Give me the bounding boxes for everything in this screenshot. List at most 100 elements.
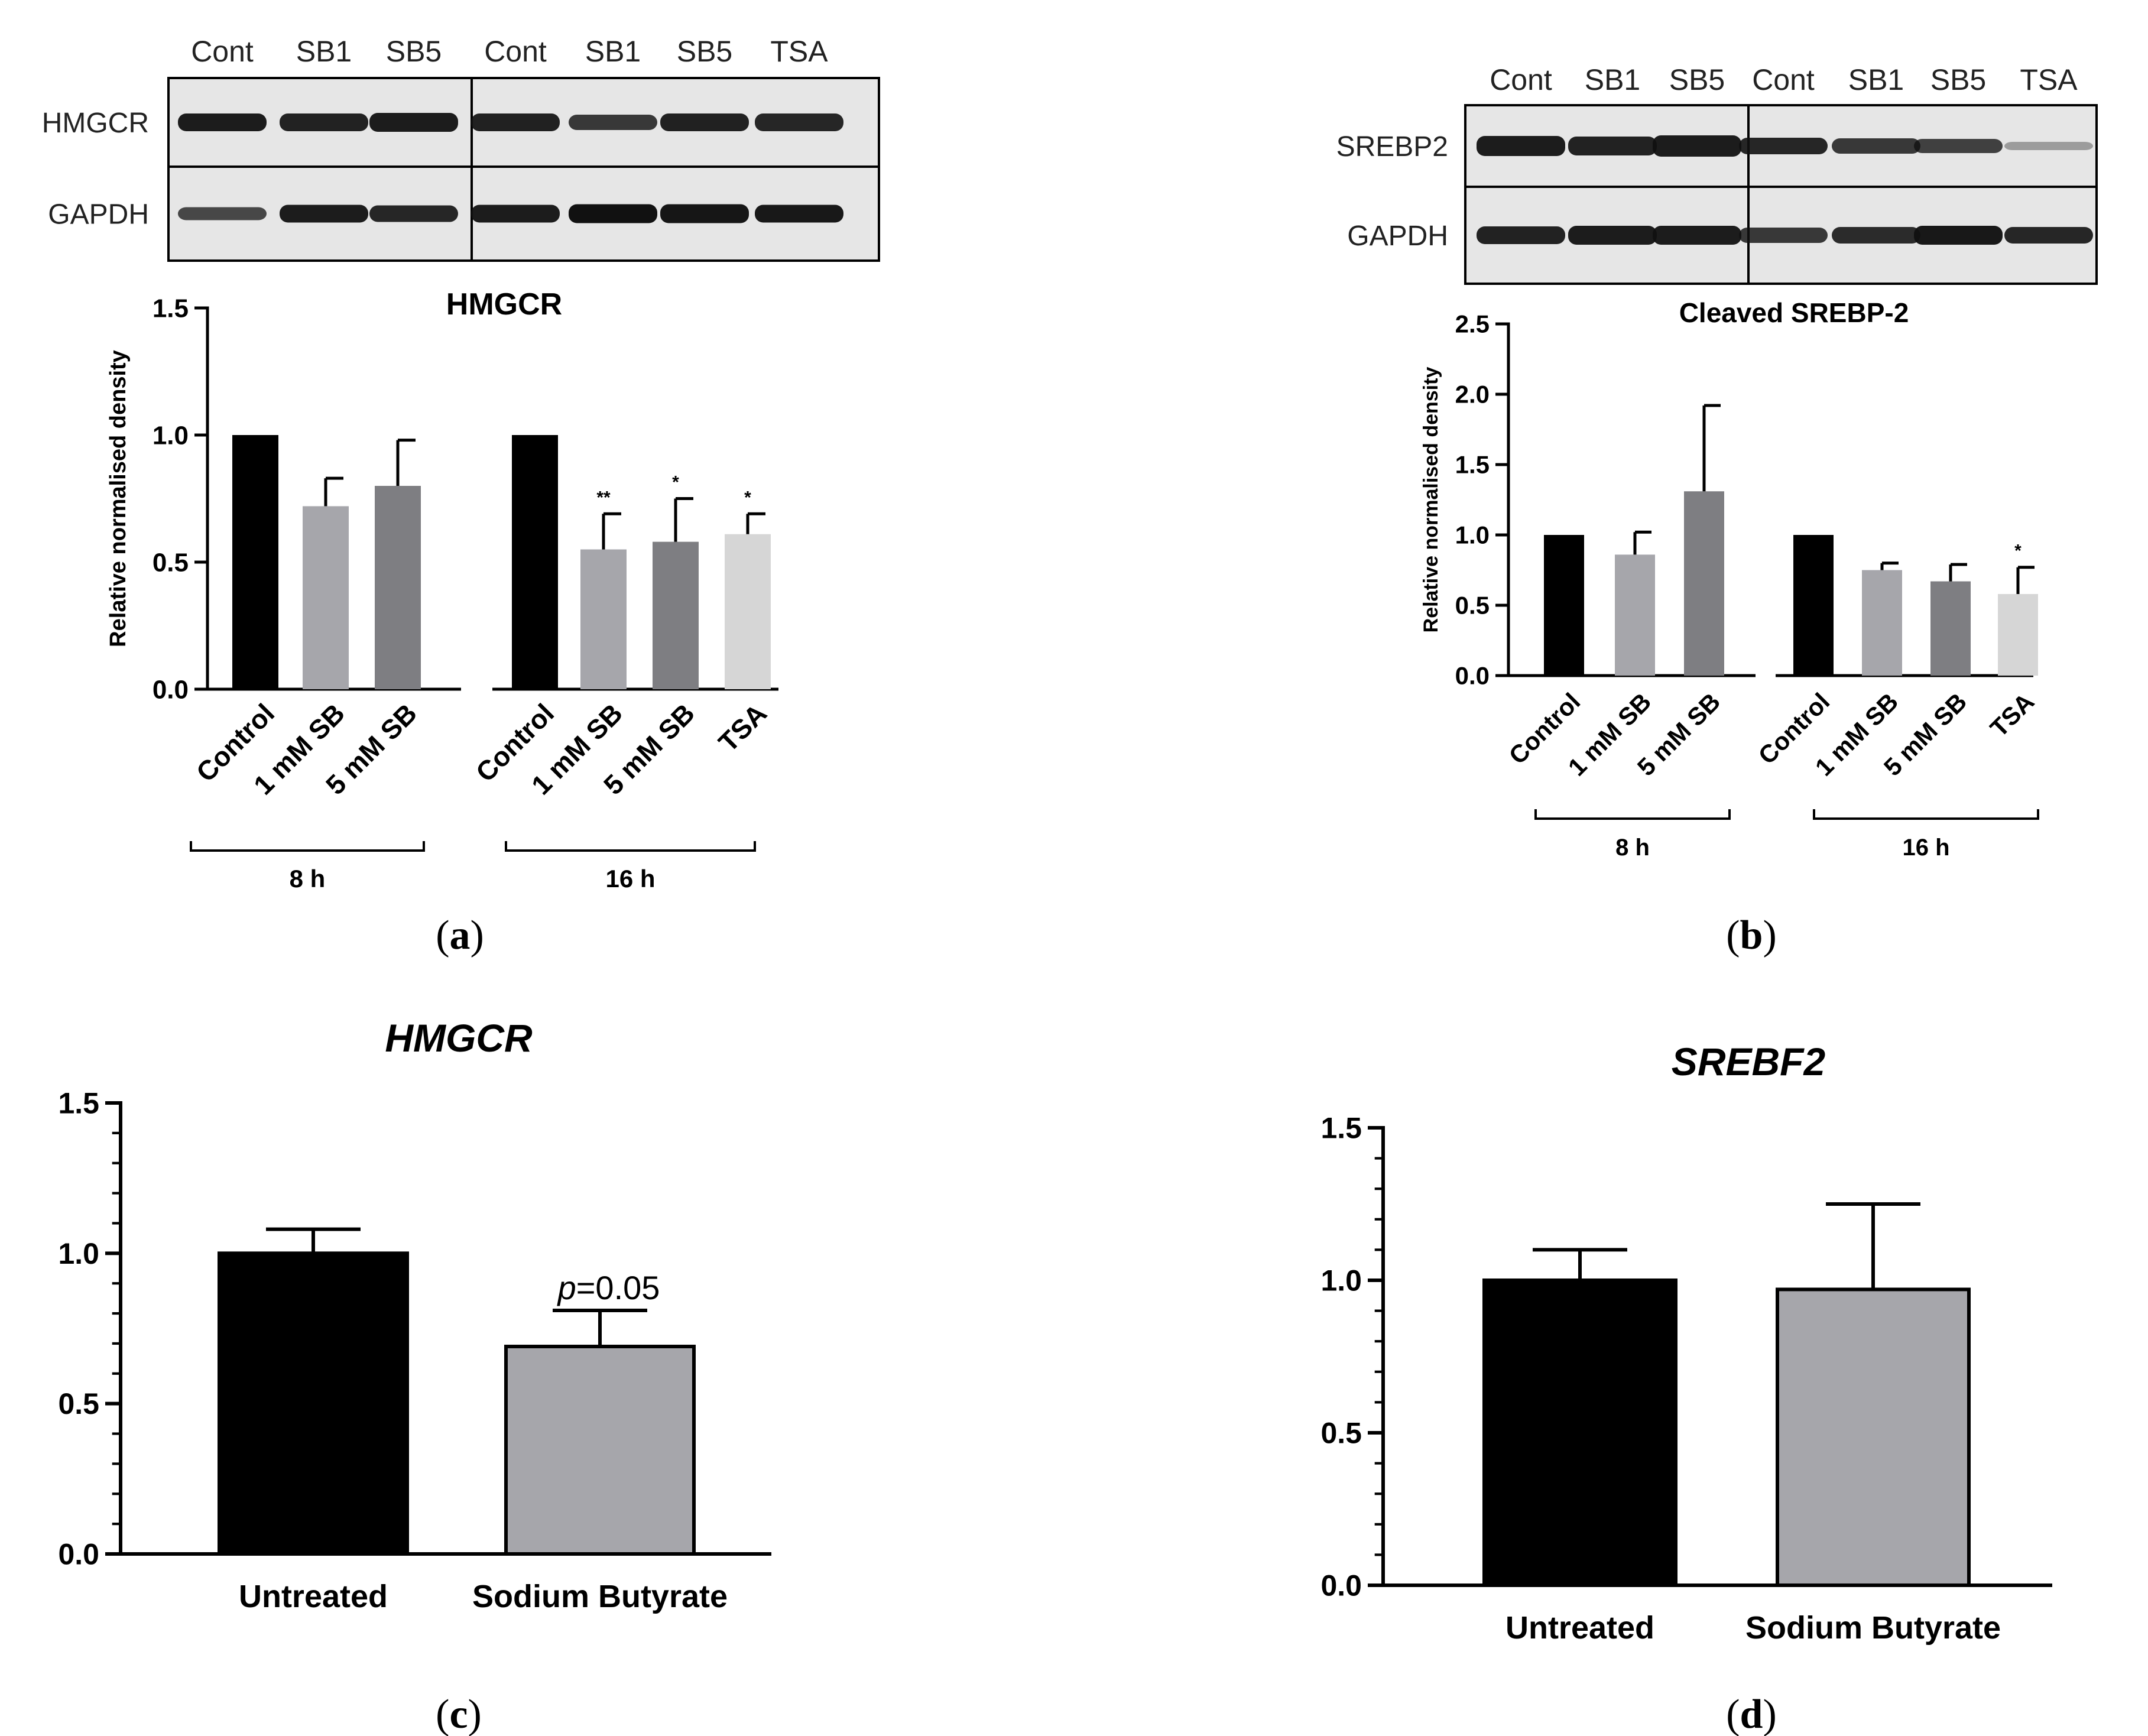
group-bracket xyxy=(1534,809,1731,820)
bar xyxy=(303,506,349,689)
y-axis-label: Relative normalised density xyxy=(1420,367,1442,633)
panel-letter-text: a xyxy=(450,913,471,958)
blot-lane-label: Cont xyxy=(1752,63,1815,96)
panel-letter-open-paren: ( xyxy=(1726,1692,1740,1736)
chart-b: Cleaved SREBP-2 Relative normalised densi… xyxy=(1420,297,2039,861)
bar xyxy=(512,435,558,689)
blot-band xyxy=(1914,226,2003,245)
blot-band xyxy=(569,204,657,223)
bar xyxy=(1684,491,1724,676)
bar xyxy=(218,1251,409,1556)
blot-frame xyxy=(167,77,880,262)
blot-band xyxy=(2004,227,2093,244)
bar xyxy=(1998,593,2038,676)
chart-title: Cleaved SREBP-2 xyxy=(1679,297,1909,328)
y-tick-label: 1.5 xyxy=(1320,1112,1362,1145)
group-label: 16 h xyxy=(605,865,655,893)
significance-marker: * xyxy=(744,488,751,507)
bar xyxy=(375,486,421,689)
x-category-label: Untreated xyxy=(239,1579,388,1614)
blot-band xyxy=(280,205,368,223)
y-axis-label: Relative normalised density xyxy=(106,350,131,647)
panel-letter-text: b xyxy=(1740,913,1763,958)
panel-letter-close-paren: ) xyxy=(468,1692,482,1736)
blot-lane-label: SB5 xyxy=(386,35,442,68)
significance-marker: ** xyxy=(596,488,611,507)
group-label: 8 h xyxy=(1615,835,1650,861)
group-label: 16 h xyxy=(1902,835,1949,861)
p-value-symbol: p xyxy=(557,1269,576,1306)
blot-band xyxy=(755,205,843,223)
bar xyxy=(653,541,699,689)
blot-row-label: HMGCR xyxy=(42,108,149,139)
blot-band xyxy=(2004,142,2093,150)
y-tick-label: 1.0 xyxy=(1455,521,1490,549)
bar xyxy=(725,534,771,689)
chart-title: SREBF2 xyxy=(1672,1040,1826,1083)
y-tick-label: 0.5 xyxy=(1455,592,1490,619)
x-category-label: Untreated xyxy=(1505,1610,1654,1646)
y-tick-label: 1.0 xyxy=(152,421,189,450)
bar xyxy=(1544,535,1584,676)
bar xyxy=(580,549,627,689)
panel-letter: (d) xyxy=(1726,1692,1777,1736)
group-bracket xyxy=(505,841,756,852)
blot-band xyxy=(1739,228,1828,243)
blot-band xyxy=(178,207,267,220)
y-tick-label: 0.0 xyxy=(1320,1569,1362,1602)
blot-lane-label: SB1 xyxy=(1848,63,1904,96)
group-label: 8 h xyxy=(290,865,326,893)
chart-d: SREBF2 0.0 0.5 1.0 1.5 Untreated Sodium Butyra… xyxy=(1320,1040,2052,1646)
chart-c: HMGCR 0.0 0.5 1.0 1.5 Untreated Sodium Butyrat… xyxy=(58,1016,771,1614)
western-blot-b: Cont SB1 SB5 Cont SB1 SB5 TSA SREBP2 GAPDH xyxy=(1336,63,2098,285)
bar xyxy=(232,435,278,689)
panel-letter-close-paren: ) xyxy=(471,913,484,958)
blot-band xyxy=(660,204,749,223)
y-tick-label: 0.0 xyxy=(58,1538,99,1571)
significance-marker: * xyxy=(672,473,679,492)
blot-row-label: GAPDH xyxy=(1347,220,1448,252)
x-category-label: Sodium Butyrate xyxy=(472,1579,728,1614)
blot-band xyxy=(1653,135,1741,157)
bar xyxy=(1615,554,1655,676)
blot-band xyxy=(1832,227,1920,244)
y-tick-label: 1.5 xyxy=(152,294,189,323)
blot-band xyxy=(471,205,560,223)
chart-title: HMGCR xyxy=(385,1016,533,1060)
panel-letter: (c) xyxy=(436,1692,482,1736)
blot-lane-label: Cont xyxy=(484,35,547,68)
blot-lane-label: SB1 xyxy=(1585,63,1641,96)
blot-lane-label: TSA xyxy=(2020,63,2078,96)
panel-letter-open-paren: ( xyxy=(436,1692,449,1736)
blot-band xyxy=(369,113,458,132)
chart-a: HMGCR Relative normalised density 0.0 0.5 1.… xyxy=(106,287,778,893)
blot-band xyxy=(1477,226,1565,244)
panel-letter: (a) xyxy=(436,913,484,958)
blot-lane-label: SB5 xyxy=(677,35,733,68)
bar xyxy=(1793,535,1834,676)
y-tick-label: 1.5 xyxy=(1455,451,1490,479)
blot-band xyxy=(280,113,368,131)
y-tick-label: 0.0 xyxy=(1455,662,1490,690)
blot-row-label: SREBP2 xyxy=(1336,131,1448,163)
blot-band xyxy=(369,205,458,222)
blot-band xyxy=(1568,226,1657,245)
bar xyxy=(1862,570,1902,676)
y-tick-label: 1.0 xyxy=(58,1237,99,1270)
panel-letter-text: d xyxy=(1740,1692,1763,1736)
p-value-text: =0.05 xyxy=(576,1269,660,1306)
blot-lane-label: SB5 xyxy=(1669,63,1725,96)
x-category-label: TSA xyxy=(1985,687,2040,742)
blot-band xyxy=(1739,138,1828,154)
blot-lane-label: SB1 xyxy=(296,35,352,68)
blot-band xyxy=(1568,137,1657,155)
blot-lane-label: SB1 xyxy=(585,35,641,68)
blot-band xyxy=(471,113,560,131)
blot-band xyxy=(1653,226,1741,245)
western-blot-a: Cont SB1 SB5 Cont SB1 SB5 TSA HMGCR GAPDH xyxy=(42,35,880,262)
panel-letter-open-paren: ( xyxy=(436,913,449,958)
blot-row-label: GAPDH xyxy=(48,199,149,231)
panel-letter: (b) xyxy=(1726,913,1777,958)
blot-band xyxy=(1832,138,1920,154)
blot-band xyxy=(660,113,749,131)
